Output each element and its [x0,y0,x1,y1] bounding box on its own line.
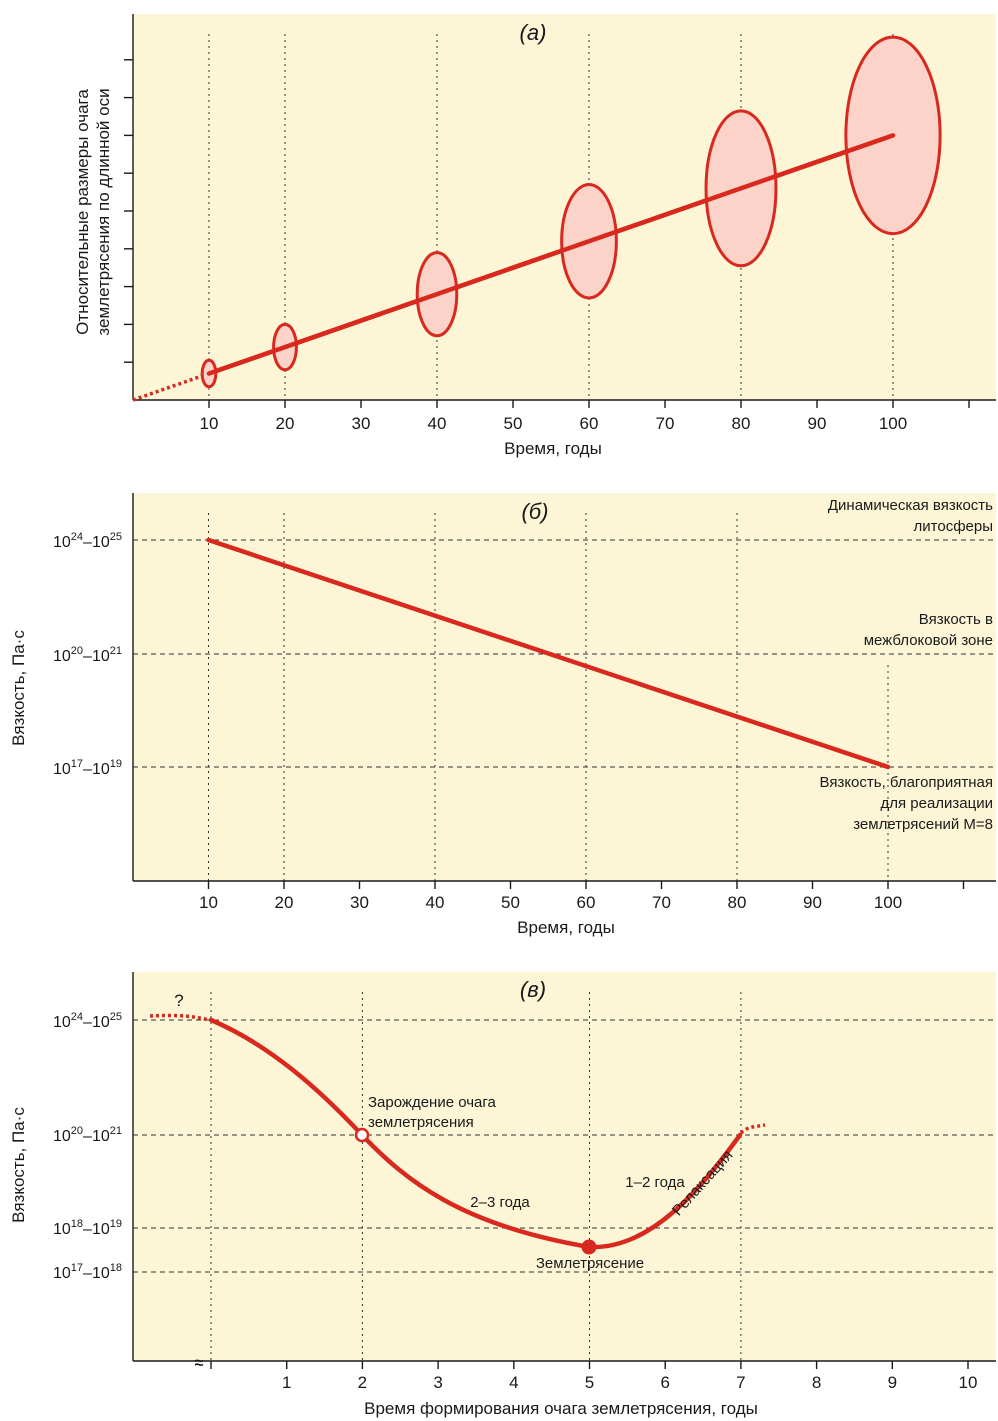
panel-c-duration-2-3: 2–3 года [470,1194,530,1211]
panel-b-y-label: Вязкость, Па·с [9,630,28,746]
panel-c-x-tick-label: 9 [888,1373,897,1392]
panel-c-point-earthquake [581,1239,597,1255]
panel-b-level-1-note-line2: литосферы [914,518,993,535]
panel-b-level-3-label: 1017–1019 [53,758,122,778]
panel-a-x-ticks: 10 20 30 40 50 60 70 80 90 100 [200,400,970,433]
panel-c-level-1-label: 1024–1025 [53,1011,122,1031]
panel-c-x-tick-label: 3 [433,1373,442,1392]
panel-a-x-tick-label: 20 [276,414,295,433]
panel-a-ellipses [200,35,942,389]
panel-c-question-mark: ? [174,991,183,1010]
panel-c-background [133,972,996,1361]
panel-c-axis-break: ≈ [195,1355,204,1372]
panel-b-x-tick-label: 70 [652,893,671,912]
panel-a-trend-extrapolation [132,371,210,402]
panel-b-series [206,537,891,770]
panel-c-y-label: Вязкость, Па·с [9,1107,28,1223]
panel-a-x-tick-label: 100 [879,414,907,433]
panel-c-x-tick-label: 4 [509,1373,518,1392]
panel-b-x-tick-label: 20 [275,893,294,912]
panel-b-viscosity-line [206,537,891,770]
panel-a-trend-line-overlay [206,133,896,376]
panel-c-nucleation-label-line2: землетрясения [368,1114,474,1131]
panel-b-x-tick-label: 60 [577,893,596,912]
panel-c-x-tick-label: 5 [585,1373,594,1392]
panel-b-x-ticks: 10 20 30 40 50 60 70 80 90 100 [199,881,965,912]
panel-c-x-label: Время формирования очага землетрясения, … [364,1399,758,1418]
panel-b-background [133,493,996,881]
panel-b: 10 20 30 40 50 60 70 80 90 100 1024–1025 1020–102… [9,493,996,937]
panel-a-x-tick-label: 90 [808,414,827,433]
panel-c-grid [133,992,996,1361]
panel-b-level-3-note-line3: землетрясений М=8 [853,816,993,833]
panel-b-level-2-label: 1020–1021 [53,645,122,665]
panel-c-x-tick-label: 1 [282,1373,291,1392]
panel-a-x-tick-label: 50 [504,414,523,433]
panel-b-title: (б) [521,499,548,524]
panel-a-y-label-line1: Относительные размеры очага [73,89,92,335]
panel-c-point-nucleation [354,1127,370,1143]
panel-a: 10 20 30 40 50 60 70 80 90 100 (а) Время, годы От… [73,14,996,458]
panel-b-grid [133,513,996,881]
panel-c-level-3-label: 1018–1019 [53,1218,122,1238]
panel-b-x-label: Время, годы [517,918,615,937]
panel-c-earthquake-label: Землетрясение [536,1255,644,1272]
panel-b-x-tick-label: 40 [426,893,445,912]
panel-a-x-tick-label: 70 [656,414,675,433]
panel-c-x-tick-label: 2 [358,1373,367,1392]
panel-b-level-2-note-line1: Вязкость в [919,611,993,628]
panel-b-x-tick-label: 90 [803,893,822,912]
panel-a-x-tick-label: 40 [428,414,447,433]
panel-c-level-2-label: 1020–1021 [53,1125,122,1145]
panel-c-duration-1-2: 1–2 года [625,1174,685,1191]
panel-c-x-tick-label: 7 [736,1373,745,1392]
panel-a-title: (а) [520,20,547,45]
panel-c-x-tick-label: 10 [959,1373,978,1392]
panel-c-x-ticks: 1 2 3 4 5 6 7 8 9 10 [210,1361,978,1392]
panel-a-x-tick-label: 60 [580,414,599,433]
panel-c-nucleation-label-line1: Зарождение очага [368,1094,497,1111]
panel-b-level-3-note-line1: Вязкость, благоприятная [819,774,993,791]
panel-c-curve-start-dotted [149,1013,210,1022]
panel-b-x-tick-label: 10 [199,893,218,912]
panel-a-x-tick-label: 80 [732,414,751,433]
panel-c-x-tick-label: 8 [812,1373,821,1392]
panel-b-level-1-note-line1: Динамическая вязкость [828,497,993,514]
panel-a-x-tick-label: 30 [352,414,371,433]
panel-c-curve [208,1017,743,1250]
panel-b-x-tick-label: 80 [728,893,747,912]
panel-b-x-tick-label: 100 [874,893,902,912]
panel-b-x-tick-label: 30 [350,893,369,912]
panel-b-x-tick-label: 50 [501,893,520,912]
panel-a-x-label: Время, годы [504,439,602,458]
panel-c-title: (в) [520,977,546,1002]
panel-a-y-label-line2: землетрясения по длинной оси [94,88,113,335]
panel-c-level-4-label: 1017–1018 [53,1262,122,1282]
panel-a-y-ticks [124,59,133,363]
panel-b-level-1-label: 1024–1025 [53,531,122,551]
panel-b-level-2-note-line2: межблоковой зоне [864,632,993,649]
panel-c-curve-end-dotted [739,1123,766,1135]
panel-c-x-tick-label: 6 [660,1373,669,1392]
panel-b-level-3-note-line2: для реализации [880,795,993,812]
panel-a-x-tick-label: 10 [200,414,219,433]
